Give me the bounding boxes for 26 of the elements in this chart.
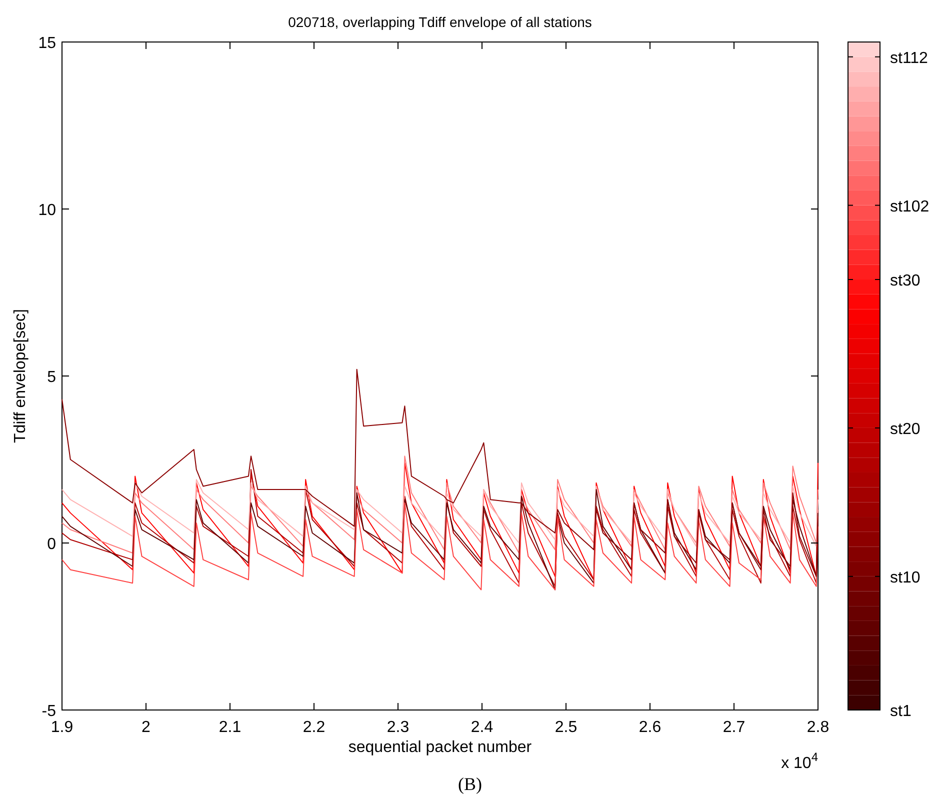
x-tick-label: 2.8 xyxy=(806,719,830,736)
y-tick-label: 10 xyxy=(38,202,56,219)
y-tick-label: 0 xyxy=(47,536,56,553)
x-tick-label: 2.3 xyxy=(386,719,410,736)
x-tick-label: 2.1 xyxy=(218,719,242,736)
text: x 10$^{4}$ xyxy=(781,750,818,772)
color-bar-label: st20 xyxy=(890,420,920,438)
chart-title: 020718, overlapping Tdiff envelope of all stations xyxy=(288,14,592,30)
color-bar-label: st10 xyxy=(890,569,920,586)
x-tick-label: 2.5 xyxy=(554,719,578,736)
x-tick-label: 2.2 xyxy=(302,719,326,736)
color-bar-label: st102 xyxy=(890,198,930,216)
color-bar-label: st30 xyxy=(890,272,920,290)
y-tick-label: -5 xyxy=(42,703,56,720)
x-tick-label: 2 xyxy=(142,719,151,736)
x-tick-label: 1.9 xyxy=(50,719,74,736)
y-axis-title: Tdiff envelope[sec] xyxy=(12,308,29,444)
color-bar-label: st1 xyxy=(890,703,912,720)
color-bar-label: st112 xyxy=(890,50,928,67)
x-axis-title: sequential packet number xyxy=(348,739,532,756)
x-tick-label: 2.7 xyxy=(722,719,746,736)
text: (B) xyxy=(458,774,482,794)
x-tick-label: 2.4 xyxy=(470,719,494,736)
x-tick-label: 2.6 xyxy=(638,719,662,736)
y-tick-label: 5 xyxy=(47,369,56,386)
y-tick-label: 15 xyxy=(38,35,56,52)
